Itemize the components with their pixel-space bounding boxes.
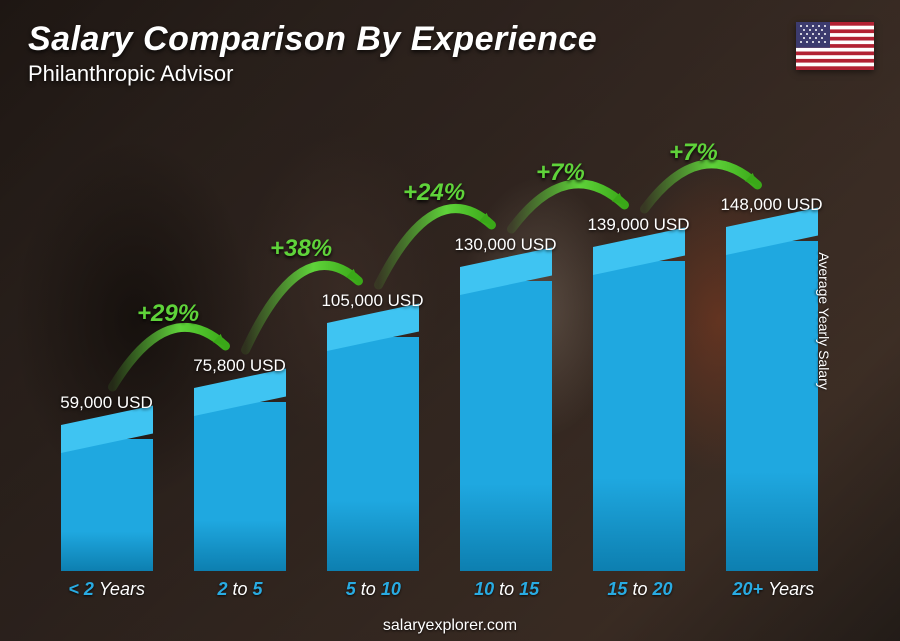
page-title: Salary Comparison By Experience [28, 20, 597, 59]
page-subtitle: Philanthropic Advisor [28, 61, 597, 87]
xaxis-label: 15 to 20 [573, 579, 706, 609]
xaxis-label: 20+ Years [707, 579, 840, 609]
xaxis-label: 10 to 15 [440, 579, 573, 609]
yaxis-label: Average Yearly Salary [815, 252, 831, 390]
footer-attribution: salaryexplorer.com [0, 617, 900, 635]
header: Salary Comparison By Experience Philanth… [28, 20, 597, 87]
flag-icon [796, 22, 874, 70]
xaxis: < 2 Years2 to 55 to 1010 to 1515 to 2020… [40, 579, 840, 609]
xaxis-label: 5 to 10 [307, 579, 440, 609]
increase-percent-label: +7% [536, 159, 585, 187]
increase-percent-label: +29% [137, 300, 199, 328]
increase-percent-label: +38% [270, 235, 332, 263]
increase-percent-label: +7% [669, 139, 718, 167]
increase-percent-label: +24% [403, 179, 465, 207]
xaxis-label: 2 to 5 [173, 579, 306, 609]
salary-bar-chart: 59,000 USD75,800 USD105,000 USD130,000 U… [40, 111, 840, 571]
xaxis-label: < 2 Years [40, 579, 173, 609]
